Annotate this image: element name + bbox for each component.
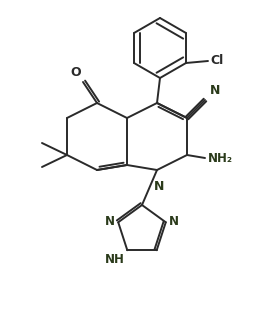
Text: Cl: Cl [210, 55, 223, 67]
Text: N: N [105, 215, 115, 228]
Text: O: O [71, 66, 81, 79]
Text: N: N [210, 84, 220, 97]
Text: N: N [154, 180, 164, 193]
Text: NH₂: NH₂ [208, 152, 233, 164]
Text: N: N [169, 215, 179, 228]
Text: NH: NH [104, 253, 124, 266]
